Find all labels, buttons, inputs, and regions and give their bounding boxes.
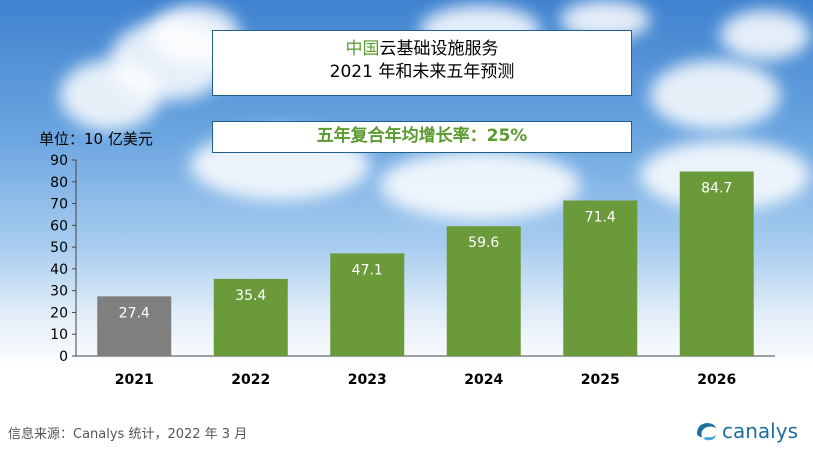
x-tick-label: 2025 [581,372,620,388]
y-tick-label: 60 [50,218,68,234]
y-tick-label: 70 [50,197,68,213]
chart-title-line2: 2021 年和未来五年预测 [329,62,515,82]
x-tick-label: 2021 [115,372,154,388]
bar-value-label: 27.4 [119,305,150,321]
chart-title-line1: 中国云基础设施服务 [213,38,631,60]
y-tick-label: 50 [50,240,68,256]
cloud-decoration [60,60,160,130]
y-axis-unit-label: 单位：10 亿美元 [39,130,153,148]
y-tick-label: 20 [50,305,68,321]
canalys-swoosh-icon [697,423,716,441]
bar-value-label: 47.1 [352,262,383,278]
bar [446,226,521,356]
title-accent: 中国 [345,39,380,59]
y-tick-label: 10 [50,327,68,343]
bar-value-label: 35.4 [235,288,266,304]
canalys-logo: canalys [694,418,798,444]
x-tick-label: 2022 [231,372,270,388]
y-tick-label: 90 [50,153,68,169]
cloud-decoration [720,10,810,60]
x-tick-label: 2023 [348,372,387,388]
y-tick-label: 40 [50,262,68,278]
bar-value-label: 59.6 [468,235,499,251]
x-tick-label: 2026 [697,372,736,388]
y-tick-label: 80 [50,175,68,191]
x-tick-label: 2024 [464,372,503,388]
bar [97,296,172,356]
source-note: 信息来源：Canalys 统计，2022 年 3 月 [8,427,248,442]
bar [213,278,288,356]
cloud-decoration [380,150,580,220]
bar [563,200,638,356]
y-tick-label: 0 [59,349,68,365]
bar-value-label: 71.4 [585,210,616,226]
bar [330,253,405,356]
y-tick-label: 30 [50,284,68,300]
title-rest: 云基础设施服务 [379,39,499,59]
logo-text: canalys [722,419,798,443]
chart-title-box: 中国云基础设施服务 2021 年和未来五年预测 [212,30,632,96]
bar-value-label: 84.7 [701,181,732,197]
cagr-callout: 五年复合年均增长率：25% [212,121,632,153]
bar [679,171,754,356]
cloud-decoration [650,60,780,130]
